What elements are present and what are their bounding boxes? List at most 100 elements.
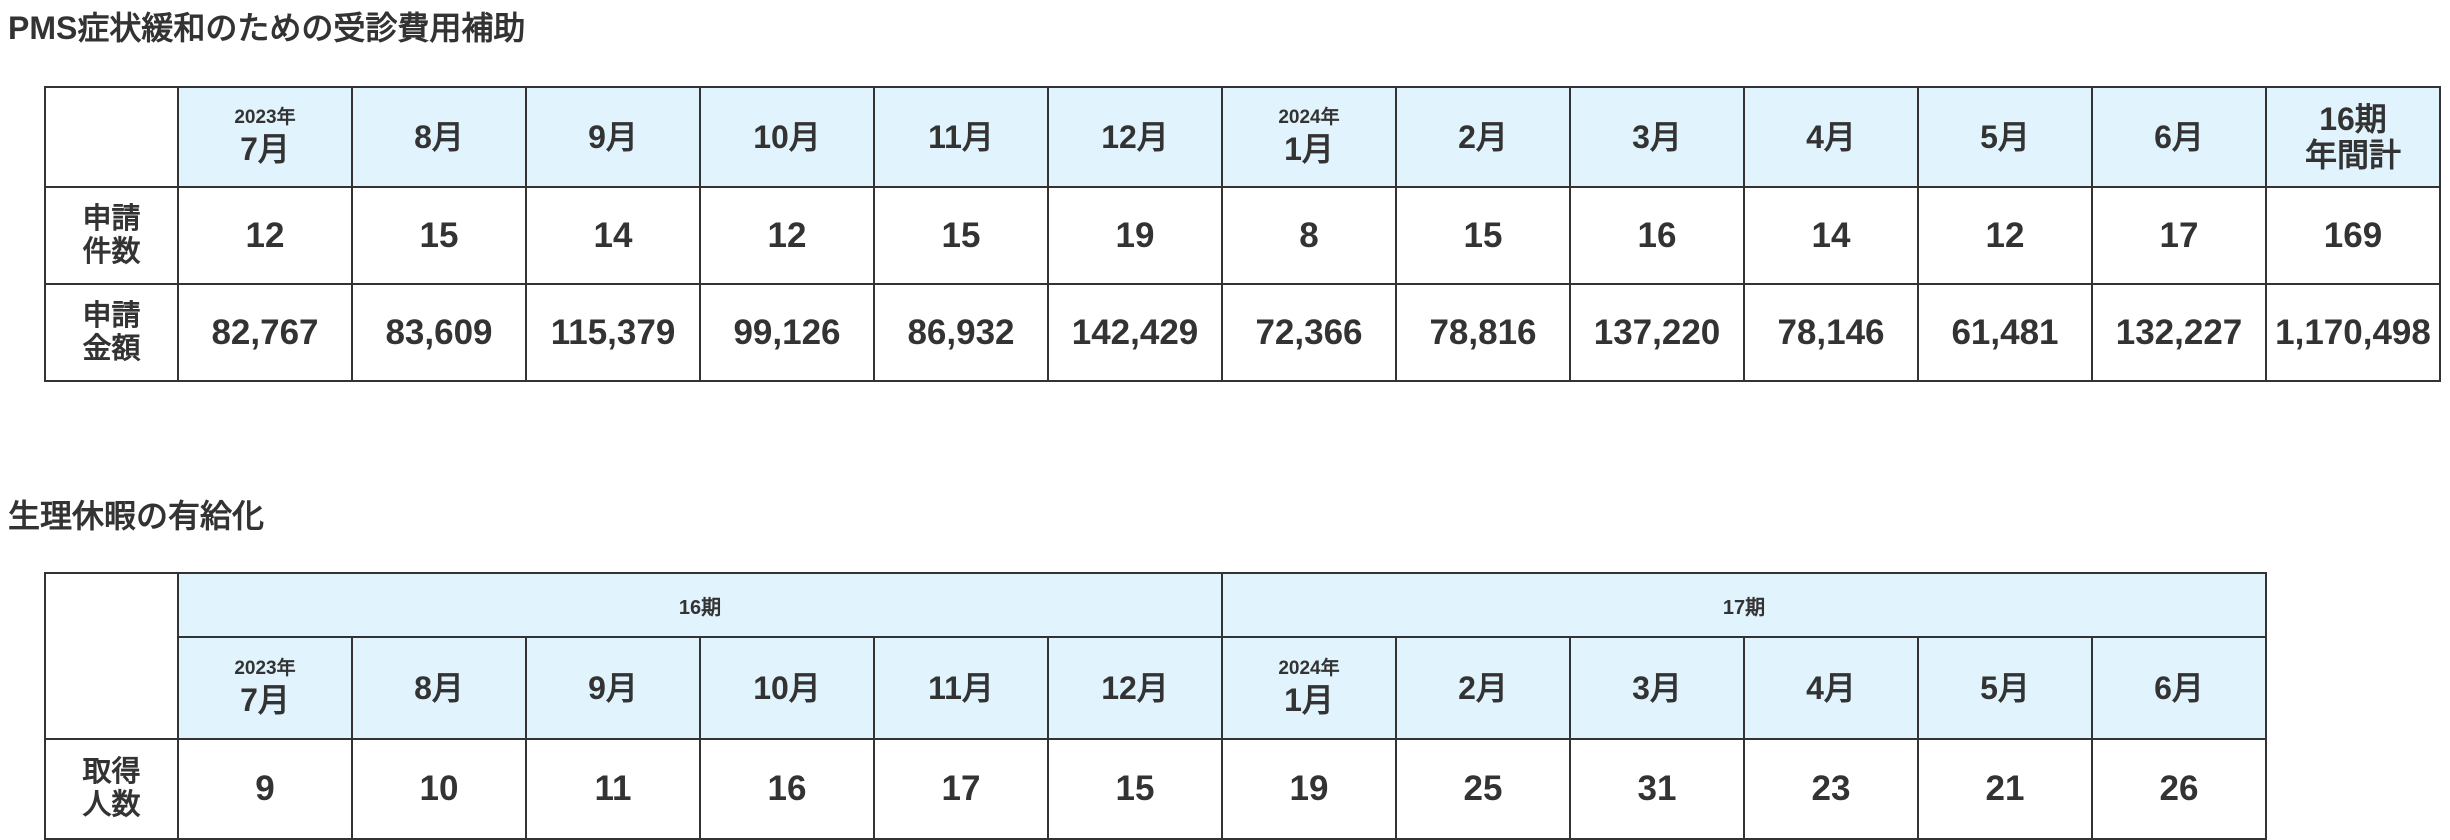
group-row: 16期 17期 <box>44 572 2267 740</box>
data-cell: 17 <box>873 738 1049 840</box>
row-label-line: 件数 <box>82 235 141 268</box>
data-row: 申請 件数 12 15 14 12 15 19 8 15 16 14 12 17 169 <box>44 186 2441 285</box>
month-label: 9月 <box>588 670 638 706</box>
section-title: PMS症状緩和のための受診費用補助 <box>8 10 526 46</box>
month-header: 12月 <box>1047 86 1223 188</box>
month-label: 4月 <box>1806 670 1856 706</box>
header-row: 2023年 7月 8月 9月 10月 11月 12月 2024年 1月 2月 3月 4月 5月 6月 <box>45 636 2267 740</box>
row-label-line: 申請 <box>82 202 141 235</box>
data-row: 取得 人数 9 10 11 16 17 15 19 25 31 23 21 26 <box>44 738 2267 840</box>
data-cell: 61,481 <box>1917 283 2093 382</box>
month-label: 7月 <box>240 682 290 718</box>
month-header: 2023年 7月 <box>177 636 353 740</box>
data-cell: 82,767 <box>177 283 353 382</box>
month-label: 9月 <box>588 119 638 155</box>
month-label: 2月 <box>1458 119 1508 155</box>
data-cell: 78,146 <box>1743 283 1919 382</box>
month-header: 11月 <box>873 86 1049 188</box>
data-cell: 16 <box>1569 186 1745 285</box>
group-header: 17期 <box>1221 572 2267 638</box>
month-label: 3月 <box>1632 670 1682 706</box>
data-cell: 15 <box>873 186 1049 285</box>
month-label: 12月 <box>1101 119 1169 155</box>
data-cell: 8 <box>1221 186 1397 285</box>
month-header: 9月 <box>525 636 701 740</box>
month-header: 2023年 7月 <box>177 86 353 188</box>
row-label-line: 人数 <box>82 789 141 821</box>
group-header: 16期 <box>177 572 1223 638</box>
data-cell: 10 <box>351 738 527 840</box>
month-header: 3月 <box>1569 636 1745 740</box>
month-header: 2024年 1月 <box>1221 86 1397 188</box>
data-cell: 132,227 <box>2091 283 2267 382</box>
data-cell: 21 <box>1917 738 2093 840</box>
month-label: 2月 <box>1458 670 1508 706</box>
month-header: 8月 <box>351 86 527 188</box>
data-cell: 15 <box>351 186 527 285</box>
data-cell: 25 <box>1395 738 1571 840</box>
data-cell: 86,932 <box>873 283 1049 382</box>
total-header-line: 年間計 <box>2304 137 2401 173</box>
row-label-line: 申請 <box>82 299 141 332</box>
data-cell: 78,816 <box>1395 283 1571 382</box>
month-label: 12月 <box>1101 670 1169 706</box>
data-cell: 14 <box>1743 186 1919 285</box>
data-cell: 72,366 <box>1221 283 1397 382</box>
corner-cell <box>44 572 179 740</box>
month-label: 11月 <box>928 670 994 706</box>
month-label: 5月 <box>1980 670 2030 706</box>
leave-table: 16期 17期 2023年 7月 8月 9月 10月 11月 12月 2024年 1月 2月 3月 4月 5… <box>44 572 2267 840</box>
row-label: 申請 件数 <box>44 186 179 285</box>
corner-cell <box>44 86 179 188</box>
month-header: 9月 <box>525 86 701 188</box>
data-cell: 9 <box>177 738 353 840</box>
data-cell: 19 <box>1047 186 1223 285</box>
month-label: 10月 <box>753 670 821 706</box>
month-label: 11月 <box>928 119 994 155</box>
month-label: 10月 <box>753 119 821 155</box>
month-header: 6月 <box>2091 636 2267 740</box>
data-cell: 12 <box>177 186 353 285</box>
month-header: 4月 <box>1743 636 1919 740</box>
year-label: 2024年 <box>1278 107 1340 128</box>
month-header: 2月 <box>1395 86 1571 188</box>
month-header: 2024年 1月 <box>1221 636 1397 740</box>
row-label-line: 取得 <box>82 756 141 788</box>
total-header: 16期 年間計 <box>2265 86 2441 188</box>
data-cell: 16 <box>699 738 875 840</box>
month-header: 3月 <box>1569 86 1745 188</box>
data-cell: 1,170,498 <box>2265 283 2441 382</box>
month-header: 12月 <box>1047 636 1223 740</box>
data-cell: 83,609 <box>351 283 527 382</box>
month-header: 10月 <box>699 636 875 740</box>
month-label: 4月 <box>1806 119 1856 155</box>
data-cell: 14 <box>525 186 701 285</box>
month-header: 6月 <box>2091 86 2267 188</box>
year-label: 2024年 <box>1278 658 1340 679</box>
month-label: 1月 <box>1284 131 1334 167</box>
row-label-line: 金額 <box>82 332 141 365</box>
total-header-line: 16期 <box>2319 101 2387 137</box>
month-label: 8月 <box>414 119 464 155</box>
month-label: 6月 <box>2154 119 2204 155</box>
month-label: 7月 <box>240 131 290 167</box>
month-header: 5月 <box>1917 636 2093 740</box>
row-label: 取得 人数 <box>44 738 179 840</box>
month-label: 1月 <box>1284 682 1334 718</box>
data-cell: 12 <box>1917 186 2093 285</box>
subsidy-table: 2023年 7月 8月 9月 10月 11月 12月 2024年 1月 2月 3月 4月 5月 6月 16期… <box>44 86 2441 382</box>
data-cell: 99,126 <box>699 283 875 382</box>
data-cell: 137,220 <box>1569 283 1745 382</box>
data-cell: 169 <box>2265 186 2441 285</box>
month-header: 8月 <box>351 636 527 740</box>
month-header: 4月 <box>1743 86 1919 188</box>
data-cell: 31 <box>1569 738 1745 840</box>
month-header: 10月 <box>699 86 875 188</box>
data-row: 申請 金額 82,767 83,609 115,379 99,126 86,932 142,4… <box>44 283 2441 382</box>
header-row: 2023年 7月 8月 9月 10月 11月 12月 2024年 1月 2月 3月 4月 5月 6月 16期… <box>44 86 2441 188</box>
data-cell: 15 <box>1047 738 1223 840</box>
month-header: 11月 <box>873 636 1049 740</box>
year-label: 2023年 <box>234 107 296 128</box>
section-title: 生理休暇の有給化 <box>8 498 265 534</box>
